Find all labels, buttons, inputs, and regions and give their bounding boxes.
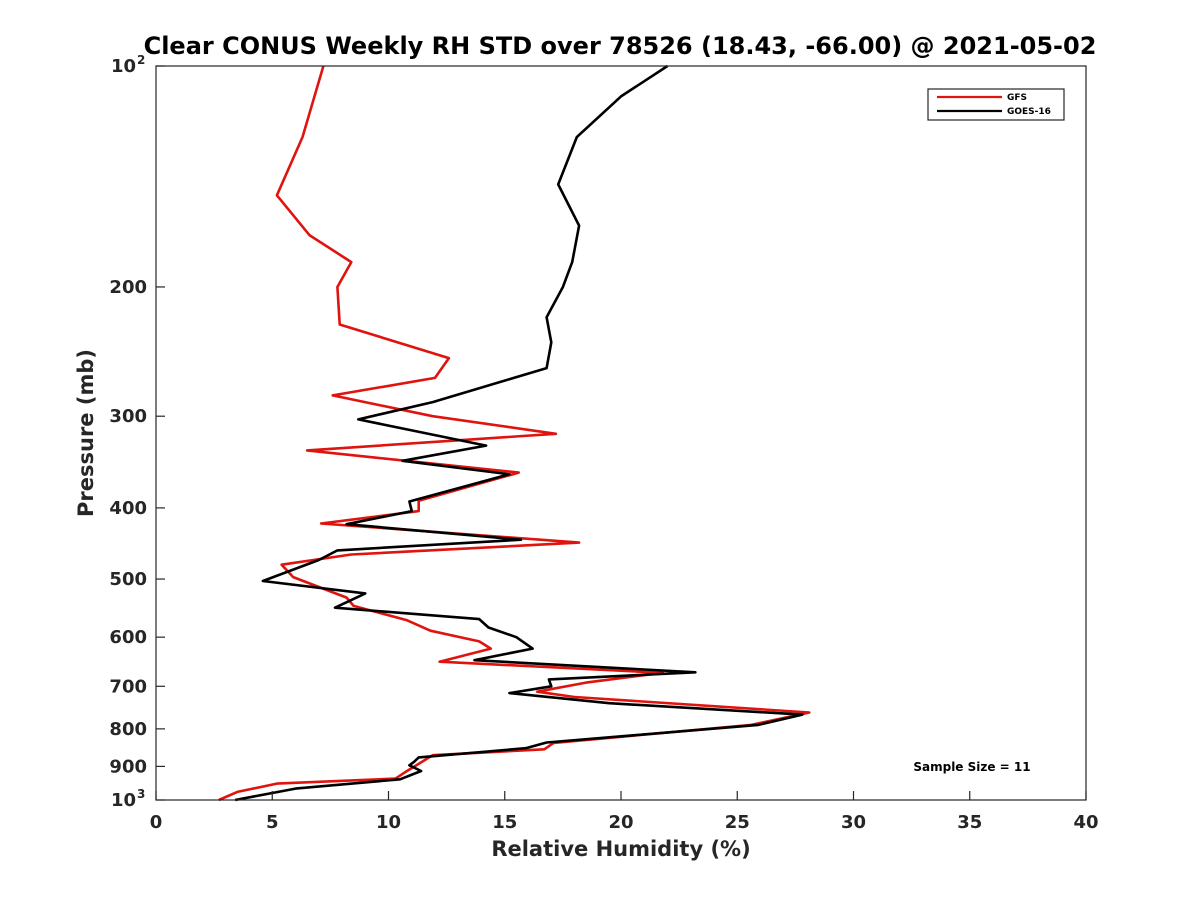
y-tick-label: 800 [109, 719, 147, 740]
series-line-gfs [218, 65, 811, 802]
series-layer [218, 64, 811, 802]
y-tick-label: 900 [109, 756, 147, 777]
y-tick-base: 10 [111, 790, 136, 811]
x-tick-label: 0 [150, 812, 163, 833]
y-tick-label: 300 [109, 406, 147, 427]
legend-label-gfs: GFS [1007, 93, 1027, 103]
x-tick-label: 20 [608, 812, 633, 833]
x-tick-label: 35 [957, 812, 982, 833]
y-tick-label: 500 [109, 569, 147, 590]
legend-box [927, 88, 1065, 121]
legend: GFS GOES-16 [927, 88, 1065, 121]
x-tick-label: 30 [841, 812, 866, 833]
legend-label-goes16: GOES-16 [1007, 107, 1051, 117]
series-line-goes16 [234, 64, 804, 802]
sample-size-annotation: Sample Size = 11 [913, 760, 1030, 774]
y-tick-label: 200 [109, 277, 147, 298]
y-tick-label: 600 [109, 627, 147, 648]
x-axis-label: Relative Humidity (%) [491, 837, 750, 861]
x-tick-label: 15 [492, 812, 517, 833]
y-tick-exponent: 3 [137, 787, 145, 801]
x-tick-label: 40 [1073, 812, 1098, 833]
x-tick-label: 10 [376, 812, 401, 833]
y-tick-label-power: 10 2 [111, 53, 145, 77]
y-tick-label: 400 [109, 498, 147, 519]
y-axis-label: Pressure (mb) [74, 349, 98, 517]
y-tick-label-power: 10 3 [111, 787, 145, 811]
x-tick-label: 25 [725, 812, 750, 833]
chart-title: Clear CONUS Weekly RH STD over 78526 (18… [144, 32, 1097, 60]
x-axis-ticks: 0 5 10 15 20 25 30 35 40 [150, 791, 1099, 833]
plot-area-frame [155, 65, 1087, 801]
x-tick-label: 5 [266, 812, 279, 833]
y-tick-base: 10 [111, 56, 136, 77]
y-tick-exponent: 2 [137, 53, 145, 67]
y-tick-label: 700 [109, 676, 147, 697]
